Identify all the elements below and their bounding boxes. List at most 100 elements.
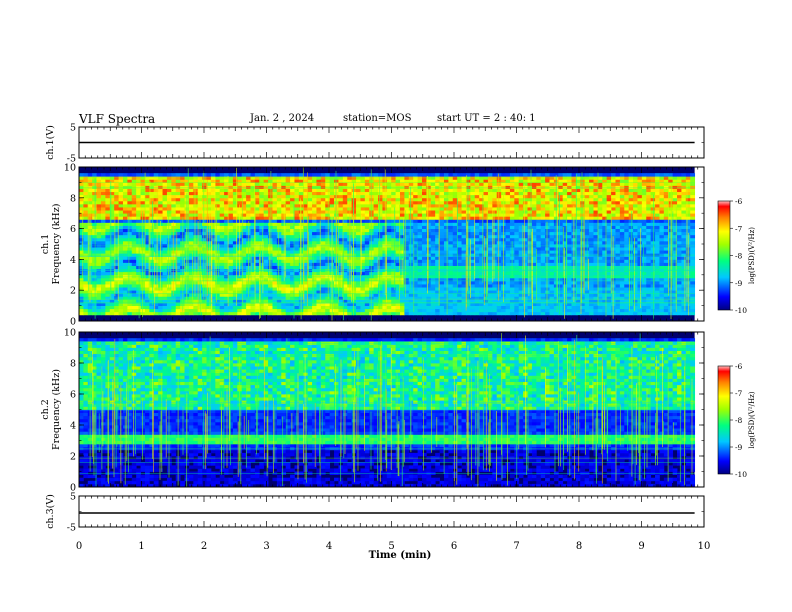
spectrogram-cell bbox=[114, 213, 119, 217]
spectrogram-cell bbox=[290, 203, 295, 208]
spectrogram-cell bbox=[276, 308, 282, 313]
spectrogram-cell bbox=[426, 247, 432, 251]
spectrogram-cell bbox=[320, 203, 326, 208]
spectrogram-cell bbox=[114, 185, 119, 189]
spectrogram-cell bbox=[496, 216, 502, 220]
spectrogram-cell bbox=[382, 293, 388, 297]
spectrogram-cell bbox=[531, 259, 537, 263]
spectrogram-cell bbox=[457, 203, 462, 208]
spectrogram-cell bbox=[465, 182, 471, 186]
spectrogram-cell bbox=[408, 179, 414, 183]
spectrogram-cell bbox=[356, 231, 361, 236]
spectrogram-cell bbox=[514, 305, 520, 310]
spectrogram-cell bbox=[105, 216, 111, 220]
spectrogram-cell bbox=[254, 293, 260, 297]
spectrogram-cell bbox=[202, 179, 207, 183]
spectrogram-cell bbox=[171, 302, 177, 306]
spectrogram-cell bbox=[448, 210, 454, 214]
spectrogram-cell bbox=[421, 200, 427, 205]
spectrogram-cell bbox=[281, 210, 287, 214]
spectrogram-cell bbox=[421, 216, 427, 220]
spectrogram-cell bbox=[193, 225, 199, 229]
spectrogram-cell bbox=[435, 284, 440, 288]
spectrogram-cell bbox=[210, 250, 216, 254]
spectrogram-cell bbox=[140, 182, 146, 186]
spectrogram-cell bbox=[188, 191, 194, 196]
spectrogram-cell bbox=[413, 200, 418, 205]
spectrogram-cell bbox=[364, 207, 370, 211]
spectrogram-cell bbox=[536, 237, 542, 242]
spectrogram-cell bbox=[378, 225, 383, 229]
spectrogram-cell bbox=[465, 194, 471, 199]
spectrogram-cell bbox=[492, 197, 498, 202]
spectrogram-cell bbox=[514, 237, 520, 242]
spectrogram-cell bbox=[386, 225, 392, 229]
spectrogram-cell bbox=[465, 247, 471, 251]
spectrogram-cell bbox=[224, 234, 229, 239]
spectrogram-cell bbox=[378, 173, 383, 177]
spectrogram-cell bbox=[421, 225, 427, 229]
spectrogram-cell bbox=[79, 231, 84, 236]
spectrogram-cell bbox=[136, 203, 141, 208]
spectrogram-cell bbox=[140, 268, 146, 273]
spectrogram-cell bbox=[386, 308, 392, 313]
spectrogram-cell bbox=[382, 247, 388, 251]
spectrogram-cell bbox=[105, 231, 111, 236]
spectrogram-cell bbox=[443, 173, 449, 177]
spectrogram-cell bbox=[144, 305, 150, 310]
spectrogram-cell bbox=[307, 237, 313, 242]
spectrogram-cell bbox=[496, 296, 502, 300]
spectrogram-cell bbox=[470, 225, 476, 229]
spectrogram-cell bbox=[122, 302, 128, 306]
spectrogram-cell bbox=[215, 262, 221, 266]
spectrogram-cell bbox=[487, 188, 493, 193]
spectrogram-cell bbox=[325, 284, 331, 288]
spectrogram-cell bbox=[334, 293, 339, 297]
spectrogram-cell bbox=[356, 302, 361, 306]
spectrogram-cell bbox=[109, 173, 115, 177]
spectrogram-cell bbox=[417, 262, 423, 266]
spectrogram-cell bbox=[417, 188, 423, 193]
spectrogram-cell bbox=[356, 274, 361, 279]
spectrogram-cell bbox=[474, 247, 480, 251]
spectrogram-cell bbox=[136, 296, 141, 300]
spectrogram-cell bbox=[545, 213, 550, 217]
spectrogram-cell bbox=[369, 200, 375, 205]
spectrogram-cell bbox=[421, 271, 427, 276]
spectrogram-cell bbox=[307, 188, 313, 193]
spectrogram-cell bbox=[378, 308, 383, 313]
spectrogram-cell bbox=[224, 200, 229, 205]
spectrogram-cell bbox=[131, 222, 137, 226]
spectrogram-cell bbox=[153, 222, 159, 226]
spectrogram-cell bbox=[316, 302, 322, 306]
spectrogram-cell bbox=[290, 274, 295, 279]
spectrogram-cell bbox=[329, 200, 335, 205]
spectrogram-cell bbox=[342, 200, 348, 205]
spectrogram-cell bbox=[206, 207, 212, 211]
spectrogram-cell bbox=[378, 250, 383, 254]
spectrogram-cell bbox=[518, 185, 524, 189]
spectrogram-cell bbox=[443, 259, 449, 263]
spectrogram-cell bbox=[474, 234, 480, 239]
spectrogram-cell bbox=[364, 213, 370, 217]
spectrogram-cell bbox=[180, 194, 185, 199]
spectrogram-cell bbox=[492, 305, 498, 310]
spectrogram-cell bbox=[505, 280, 511, 285]
spectrogram-cell bbox=[96, 262, 102, 266]
spectrogram-cell bbox=[395, 259, 401, 263]
spectrogram-cell bbox=[487, 207, 493, 211]
spectrogram-cell bbox=[386, 240, 392, 245]
spectrogram-cell bbox=[448, 311, 454, 316]
spectrogram-cell bbox=[378, 293, 383, 297]
spectrogram-cell bbox=[171, 228, 177, 233]
spectrogram-cell bbox=[276, 262, 282, 266]
spectrogram-cell bbox=[105, 191, 111, 196]
spectrogram-cell bbox=[430, 311, 436, 316]
spectrogram-cell bbox=[140, 247, 146, 251]
spectrogram-cell bbox=[505, 173, 511, 177]
spectrogram-cell bbox=[527, 207, 533, 211]
spectrogram-cell bbox=[364, 228, 370, 233]
spectrogram-cell bbox=[369, 296, 375, 300]
spectrogram-cell bbox=[483, 287, 489, 291]
spectrogram-cell bbox=[307, 173, 313, 177]
